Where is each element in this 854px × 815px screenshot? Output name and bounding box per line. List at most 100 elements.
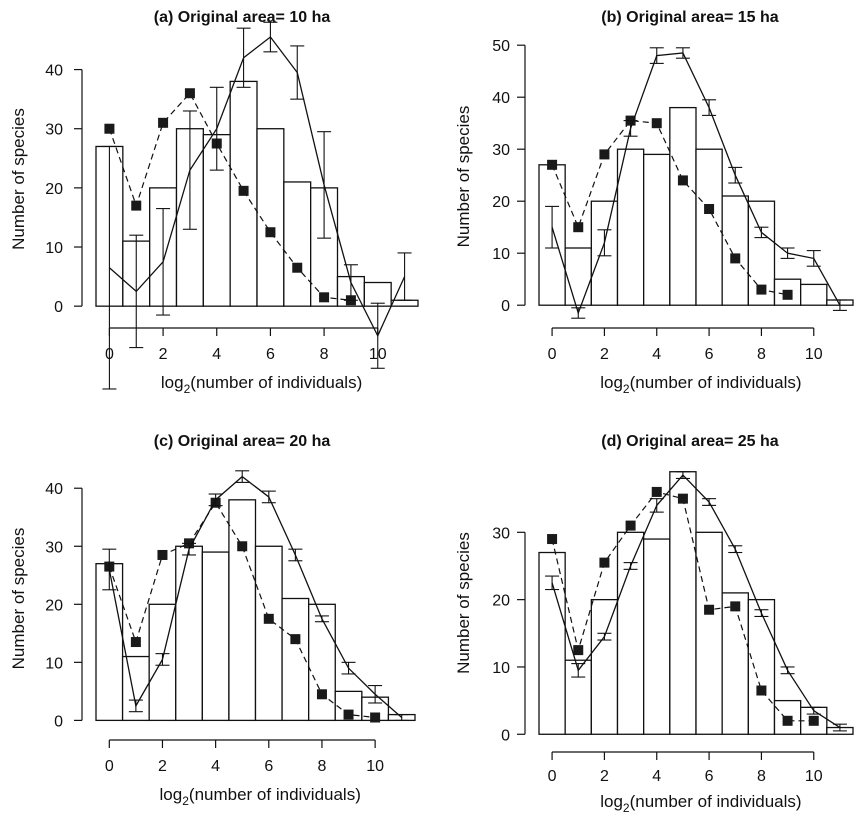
data-point-square	[730, 253, 741, 264]
data-point-square	[319, 292, 330, 303]
data-point-square	[157, 549, 168, 560]
panel-b: (b) Original area= 15 ha 01020304050Numb…	[454, 9, 854, 396]
data-point-square	[547, 159, 558, 170]
histogram-bar	[721, 592, 749, 735]
x-tick-label: 4	[652, 346, 661, 363]
data-point-square	[265, 227, 276, 238]
x-axis-label: log2(number of individuals)	[161, 373, 362, 396]
histogram-bar	[254, 545, 283, 722]
data-point-square	[263, 613, 274, 624]
histogram-bar	[643, 153, 671, 306]
x-tick-label: 8	[320, 346, 329, 363]
data-point-square	[184, 88, 195, 99]
histogram-bar	[201, 551, 230, 722]
y-tick-label: 40	[45, 63, 63, 80]
histogram-bar	[695, 531, 723, 735]
y-tick-label: 10	[492, 246, 510, 263]
x-tick-label: 10	[805, 768, 823, 785]
y-tick-label: 0	[501, 727, 510, 744]
y-tick-label: 40	[45, 481, 63, 498]
solid-series-line	[551, 52, 841, 316]
panel-d: (d) Original area= 25 ha 0 10 20 30 Number o…	[454, 433, 854, 815]
data-point-square	[677, 493, 688, 504]
histogram-bar	[175, 545, 203, 722]
panel-c: (c) Original area= 20 ha 010203040Number…	[9, 433, 416, 808]
y-tick-label: 30	[45, 539, 63, 556]
data-point-square	[651, 486, 662, 497]
y-tick-label: 30	[492, 142, 510, 159]
y-tick-label: 0	[54, 299, 63, 316]
x-tick-label: 6	[705, 346, 714, 363]
x-tick-label: 6	[264, 758, 273, 775]
y-axis-label: Number of species	[9, 528, 28, 670]
data-point-square	[131, 200, 142, 211]
histogram-bar	[721, 195, 749, 306]
data-point-square	[104, 123, 115, 134]
data-point-square	[238, 185, 249, 196]
histogram-bar	[564, 247, 592, 306]
histogram-bar	[228, 499, 257, 722]
solid-series-line	[551, 474, 841, 729]
y-tick-label: 10	[492, 660, 510, 677]
x-tick-label: 0	[105, 758, 114, 775]
x-tick-label: 8	[757, 768, 766, 785]
data-point-square	[782, 289, 793, 300]
y-axis-label: Number of species	[454, 532, 473, 674]
x-tick-label: 4	[211, 758, 220, 775]
x-tick-label: 0	[548, 346, 557, 363]
histogram-bar	[695, 148, 723, 306]
data-point-square	[130, 637, 141, 648]
x-tick-label: 4	[212, 346, 221, 363]
histogram-bar	[390, 299, 419, 307]
y-tick-label: 30	[492, 525, 510, 542]
data-point-square	[237, 541, 248, 552]
data-point-square	[756, 685, 767, 696]
x-axis-label: log2(number of individuals)	[160, 785, 361, 808]
chart-title: (b) Original area= 15 ha	[601, 9, 779, 26]
histogram-bar	[669, 471, 697, 735]
data-point-square	[625, 520, 636, 531]
data-point-square	[290, 634, 301, 645]
data-point-square	[599, 557, 610, 568]
dashed-series-line	[551, 119, 788, 296]
x-axis-label: log2(number of individuals)	[600, 373, 801, 396]
data-point-square	[756, 284, 767, 295]
data-point-square	[547, 534, 558, 545]
histogram-bar	[643, 538, 671, 735]
histogram-bar	[283, 181, 312, 307]
data-point-square	[808, 715, 819, 726]
y-tick-label: 50	[492, 38, 510, 55]
chart-title: (d) Original area= 25 ha	[601, 433, 779, 450]
chart-title: (c) Original area= 20 ha	[154, 433, 331, 450]
data-point-square	[158, 117, 169, 128]
y-tick-label: 30	[45, 122, 63, 139]
y-tick-label: 20	[45, 597, 63, 614]
histogram-bar	[590, 598, 619, 735]
histogram-bar	[747, 598, 776, 735]
y-tick-label: 40	[492, 90, 510, 107]
x-tick-label: 2	[600, 346, 609, 363]
x-tick-label: 8	[318, 758, 327, 775]
y-axis-label: Number of species	[9, 108, 28, 250]
solid-series-line	[108, 475, 403, 718]
y-tick-label: 0	[54, 713, 63, 730]
y-tick-label: 20	[492, 194, 510, 211]
y-tick-label: 20	[45, 181, 63, 198]
histogram-bar	[363, 281, 392, 307]
y-tick-label: 20	[492, 593, 510, 610]
y-tick-label: 10	[45, 655, 63, 672]
y-axis-label: Number of species	[454, 106, 473, 248]
x-tick-label: 8	[757, 346, 766, 363]
y-tick-label: 0	[501, 298, 510, 315]
histogram-bar	[800, 283, 828, 306]
x-tick-label: 2	[158, 758, 167, 775]
y-tick-label: 10	[45, 240, 63, 257]
x-axis-label: log2(number of individuals)	[600, 792, 801, 815]
x-tick-label: 10	[805, 346, 823, 363]
data-point-square	[316, 689, 327, 700]
data-point-square	[677, 175, 688, 186]
histogram-bar	[202, 133, 231, 307]
data-point-square	[292, 262, 303, 273]
x-tick-label: 6	[705, 768, 714, 785]
